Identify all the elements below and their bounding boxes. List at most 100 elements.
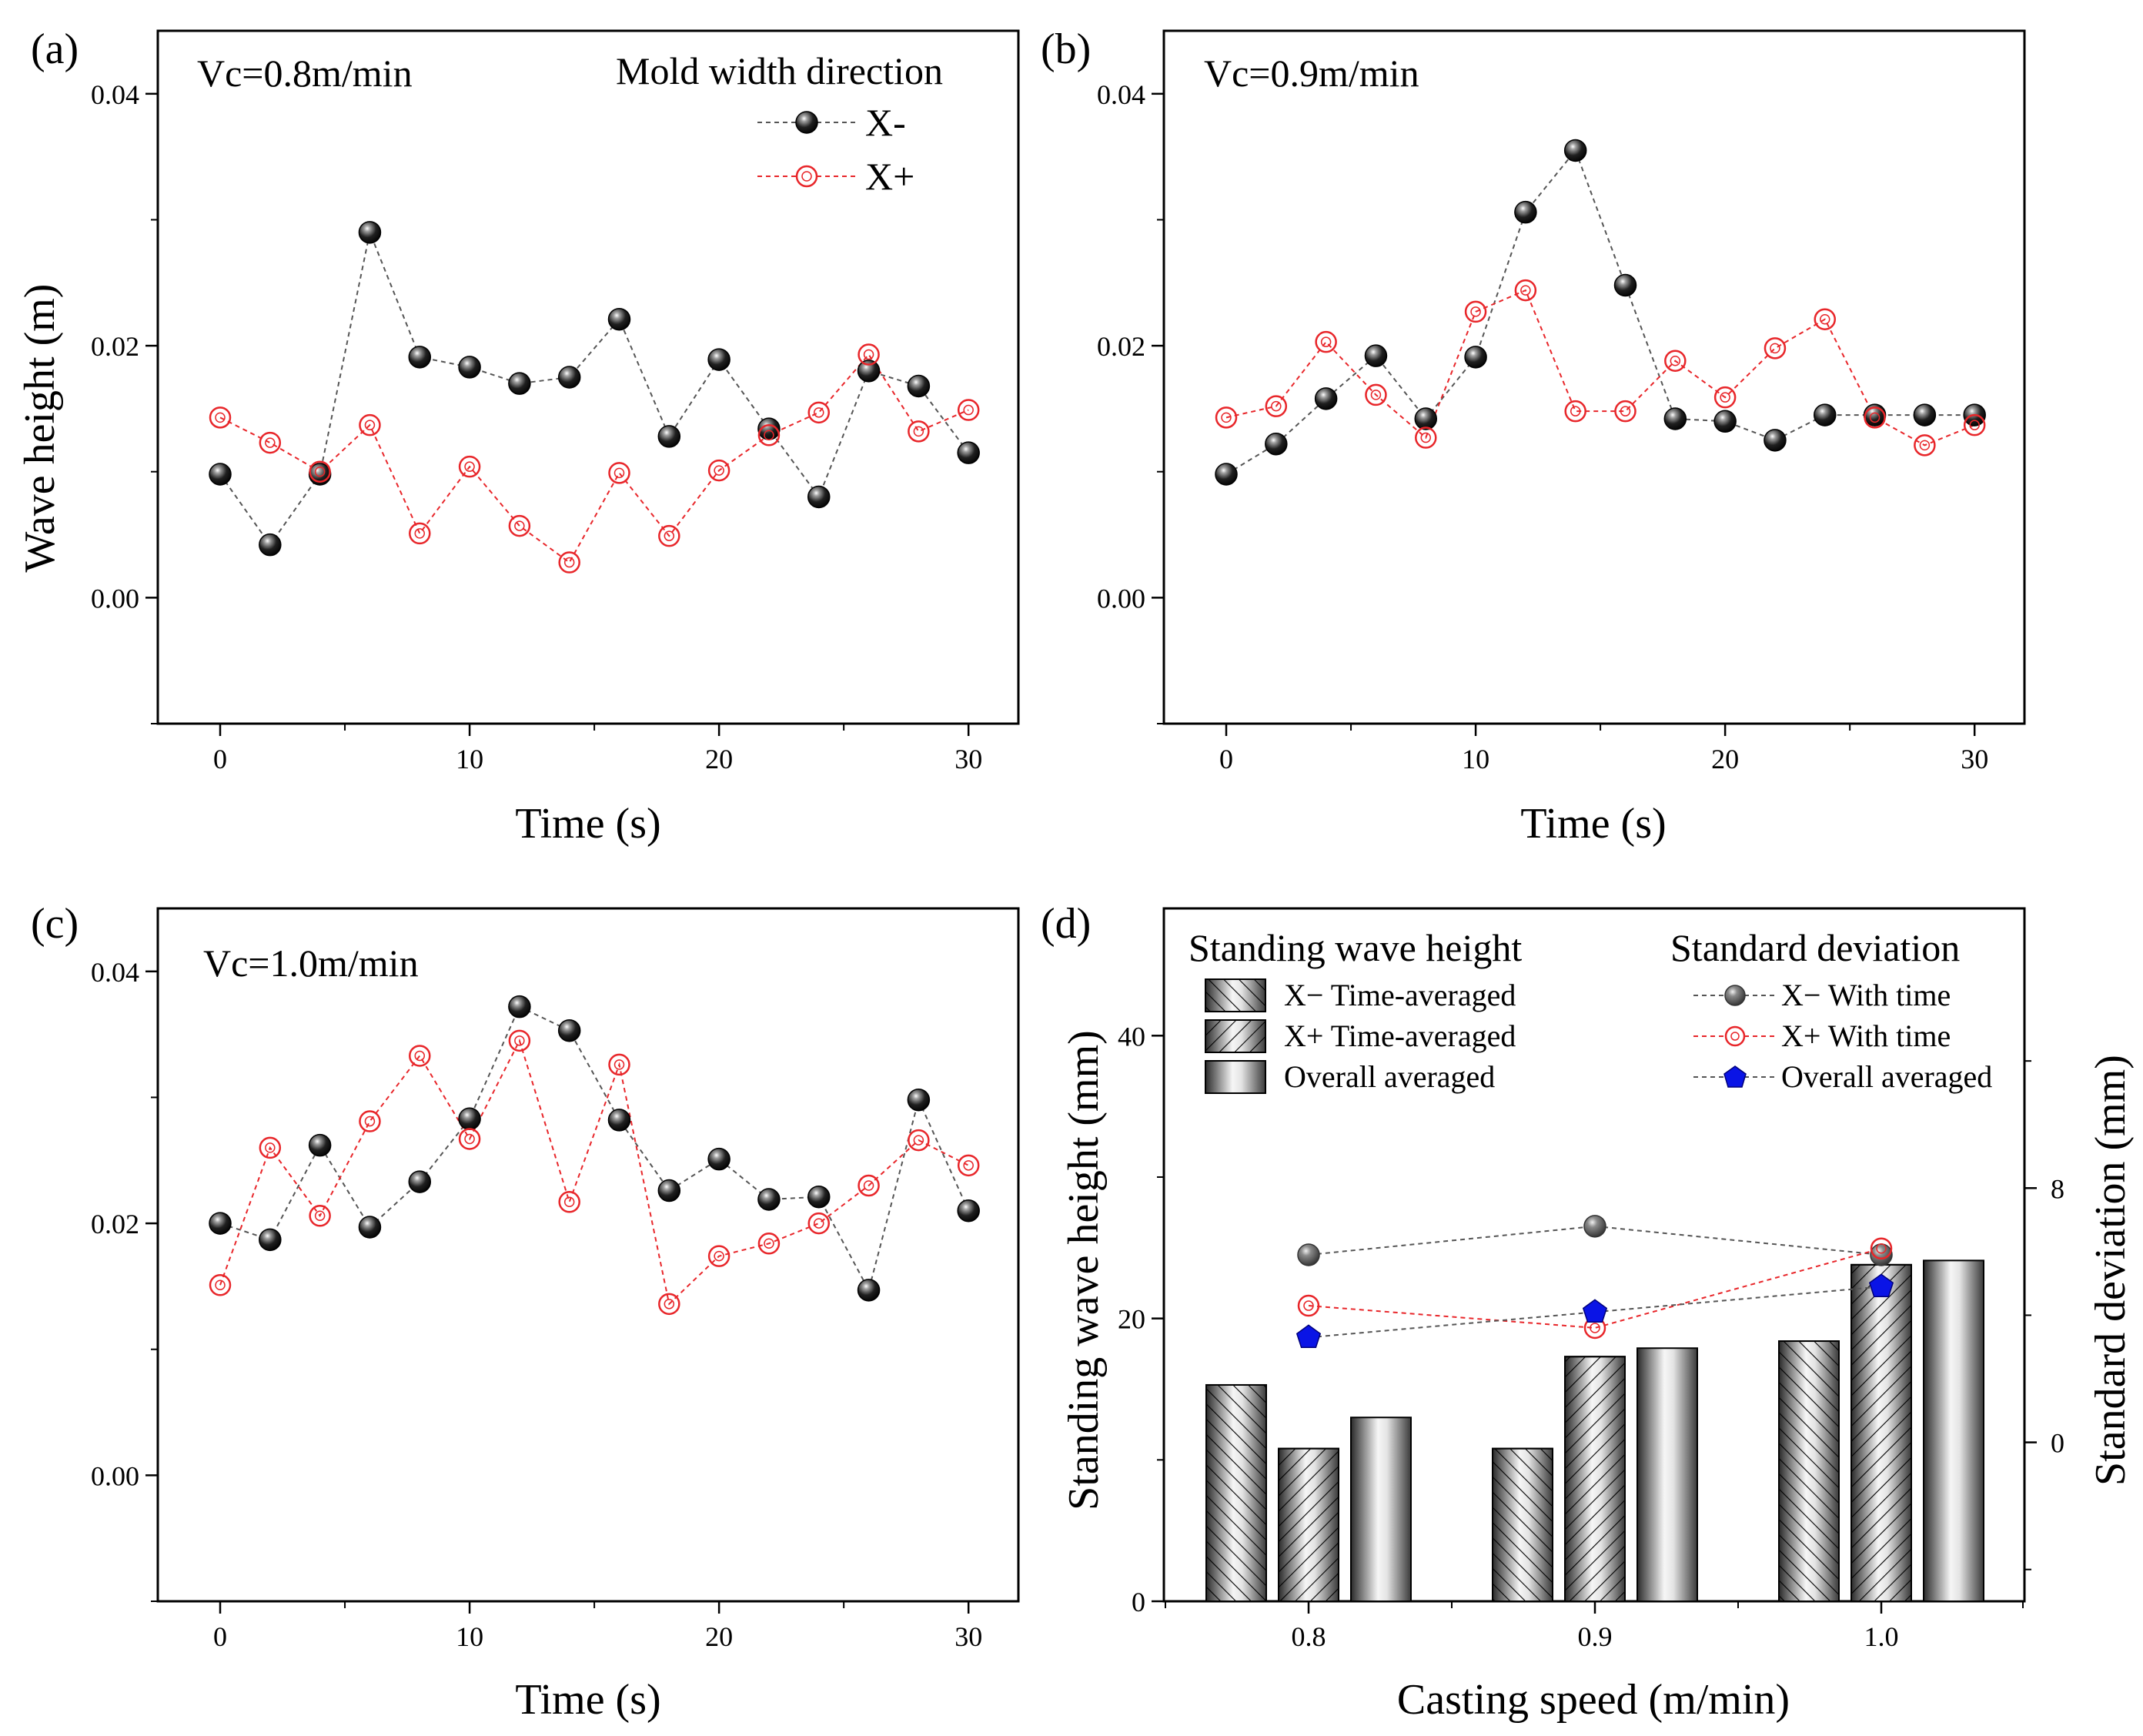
point-xplus-a (957, 399, 980, 421)
y-tick-label-b: 0.04 (1097, 79, 1145, 110)
panel-d: (d) Standing wave height (mm) Standard d… (1041, 900, 2135, 1724)
point-xplus-inner-b (1670, 355, 1681, 366)
point-xplus-inner-a (863, 349, 874, 360)
point-xplus-inner-c (963, 1160, 974, 1171)
point-xplus-a (558, 551, 580, 574)
point-xplus-b (1464, 300, 1487, 323)
legend-d-bar2-label: X+ Time-averaged (1284, 1019, 1516, 1053)
panel-label-b: (b) (1041, 25, 1091, 73)
std-overall-line (1308, 1286, 1882, 1339)
point-xminus-c (458, 1107, 481, 1131)
std-overall-point (1582, 1299, 1608, 1323)
x-tick-label-c: 20 (705, 1621, 733, 1652)
panel-a-axes: 0 10 20 30 0.00 0.02 0.04 (91, 29, 1020, 774)
point-xplus-inner-c (514, 1035, 525, 1046)
legend-a-title: Mold width direction (616, 49, 943, 92)
point-xplus-b (1415, 426, 1437, 449)
panel-label-d: (d) (1041, 900, 1091, 948)
point-xminus-c (508, 995, 531, 1019)
panel-a-lines (219, 229, 969, 564)
point-xminus-c (408, 1170, 432, 1193)
point-xplus-a (259, 431, 282, 454)
legend-d-bar1-swatch (1205, 978, 1266, 1012)
legend-a-xplus-inner (801, 171, 812, 182)
legend-a-xminus-label: X- (865, 101, 906, 144)
series-line-xminus-b (1225, 149, 1975, 475)
point-xplus-a (309, 460, 331, 483)
point-xplus-inner-b (1570, 406, 1581, 416)
bar-xminus-hatch (1778, 1340, 1840, 1602)
point-xplus-b (1315, 330, 1337, 353)
point-xplus-c (409, 1045, 431, 1067)
x-tick-label-d: 0.8 (1292, 1621, 1326, 1652)
y-tick-label-c: 0.02 (91, 1209, 139, 1239)
point-xminus-a (607, 307, 631, 331)
point-xplus-inner-b (1420, 432, 1432, 443)
point-xplus-inner-c (863, 1180, 874, 1191)
point-xplus-a (807, 401, 831, 424)
point-xminus-a (259, 533, 282, 557)
std-overall-point (1868, 1273, 1894, 1297)
y-tick-label-a: 0.02 (91, 331, 139, 362)
legend-d-line1-marker (1724, 985, 1746, 1006)
x-tick-label-c: 30 (954, 1621, 982, 1652)
point-xplus-b (1764, 337, 1787, 360)
y2-tick-label-d: 8 (2051, 1173, 2064, 1204)
point-xplus-inner-a (714, 465, 724, 476)
x-tick-label-a: 30 (954, 744, 982, 774)
y-tick-label-d: 0 (1132, 1587, 1145, 1617)
point-xminus-b (1563, 139, 1587, 162)
point-xplus-c (458, 1128, 481, 1150)
point-xminus-c (657, 1179, 681, 1202)
point-xplus-inner-c (215, 1279, 226, 1291)
bar-xplus-hatch (1850, 1263, 1912, 1603)
point-xminus-a (358, 221, 382, 244)
point-xplus-c (957, 1154, 980, 1177)
point-xplus-b (1514, 279, 1537, 302)
series-line-xplus-c (219, 1039, 969, 1306)
point-xminus-c (308, 1133, 332, 1157)
point-xminus-b (1464, 346, 1487, 369)
std-xplus-point-inner (1303, 1300, 1314, 1311)
point-xminus-b (1514, 200, 1537, 224)
point-xplus-a (908, 420, 930, 443)
panel-d-marks (1295, 1215, 1894, 1349)
y-tick-label-a: 0.00 (91, 583, 139, 614)
panel-a: (a) Wave height (m) Time (s) Vc=0.8m/min… (16, 25, 1020, 848)
legend-d-line1-label: X− With time (1781, 978, 1951, 1012)
point-xminus-c (557, 1019, 581, 1042)
panel-b-marks (1215, 139, 1986, 486)
point-xminus-c (358, 1216, 382, 1239)
point-xplus-c (209, 1274, 232, 1296)
y-axis-label-d: Standing wave height (mm) (1060, 1030, 1108, 1510)
point-xplus-b (1914, 434, 1936, 457)
point-xminus-c (907, 1088, 931, 1112)
x-tick-label-b: 20 (1711, 744, 1739, 774)
point-xplus-b (1564, 400, 1586, 423)
y-tick-label-d: 20 (1118, 1304, 1145, 1335)
bar-xminus-hatch (1205, 1383, 1267, 1603)
point-xminus-c (209, 1212, 232, 1235)
point-xplus-c (707, 1245, 730, 1267)
point-xplus-inner-b (1620, 406, 1631, 416)
point-xplus-a (757, 424, 781, 447)
panel-label-a: (a) (31, 25, 79, 73)
point-xplus-inner-a (563, 557, 575, 568)
point-xminus-a (408, 346, 432, 369)
point-xminus-c (957, 1199, 980, 1223)
point-xminus-a (807, 485, 831, 509)
point-xplus-inner-a (913, 426, 924, 437)
speed-label-a: Vc=0.8m/min (197, 52, 413, 95)
point-xplus-inner-c (265, 1142, 276, 1153)
point-xplus-a (658, 524, 680, 547)
y-tick-label-c: 0.00 (91, 1460, 139, 1491)
y-tick-label-b: 0.00 (1097, 583, 1145, 614)
point-xplus-inner-b (1720, 392, 1730, 403)
point-xplus-c (309, 1205, 331, 1227)
point-xplus-b (1814, 308, 1837, 330)
point-xplus-inner-b (1820, 313, 1830, 325)
panel-d-bars (1205, 1259, 1984, 1603)
point-xminus-b (1814, 403, 1837, 426)
point-xplus-c (807, 1212, 831, 1235)
bar-overall (1637, 1347, 1698, 1602)
